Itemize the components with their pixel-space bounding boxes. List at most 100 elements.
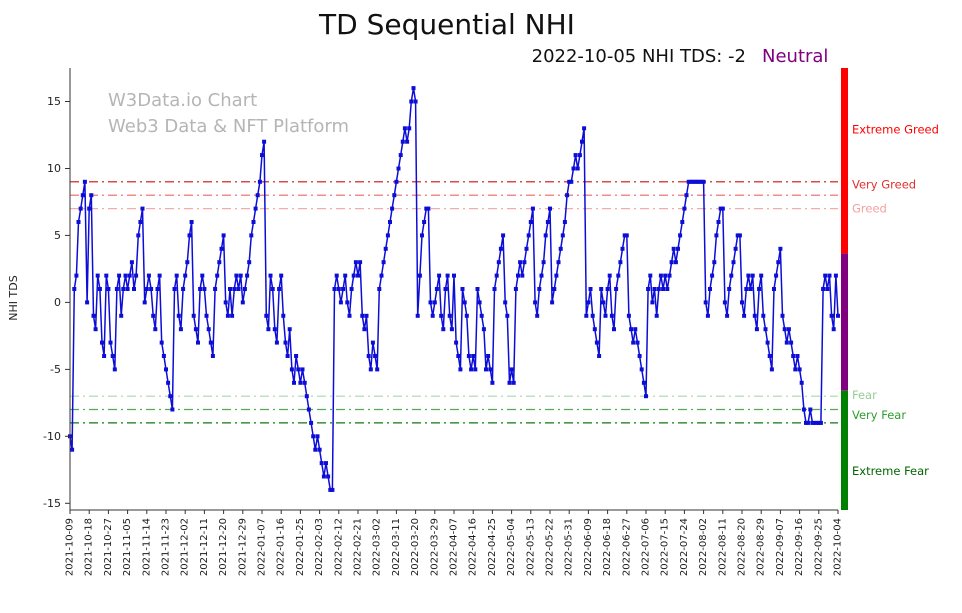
data-marker <box>648 273 653 278</box>
data-marker <box>603 313 608 318</box>
data-marker <box>78 206 83 211</box>
data-marker <box>375 367 380 372</box>
x-tick-label: 2022-05-13 <box>525 518 536 576</box>
data-marker <box>498 246 503 251</box>
data-marker <box>268 273 273 278</box>
data-marker <box>172 287 177 291</box>
data-marker <box>93 327 98 332</box>
data-marker <box>76 220 81 224</box>
data-marker <box>769 367 774 372</box>
x-tick-label: 2022-03-29 <box>429 518 440 576</box>
data-marker <box>87 206 92 211</box>
subtitle-status: Neutral <box>762 46 828 67</box>
data-marker <box>752 313 757 318</box>
data-marker <box>799 380 804 385</box>
data-marker <box>573 153 578 158</box>
data-marker <box>616 273 621 278</box>
data-marker <box>417 273 422 278</box>
data-marker <box>637 354 642 358</box>
x-tick-label: 2022-08-02 <box>698 518 709 576</box>
data-marker <box>791 354 796 358</box>
data-marker <box>415 313 420 318</box>
data-marker <box>196 340 200 345</box>
data-marker <box>240 300 245 305</box>
zone-label: Fear <box>852 388 877 402</box>
data-marker <box>213 287 218 291</box>
x-tick-label: 2021-11-05 <box>122 518 133 576</box>
x-tick-label: 2021-12-20 <box>218 518 229 576</box>
data-marker <box>725 313 730 318</box>
data-marker <box>744 287 749 291</box>
y-tick-label: 0 <box>54 296 61 309</box>
data-marker <box>439 313 444 318</box>
data-marker <box>607 273 612 278</box>
data-marker <box>518 260 523 265</box>
plot-area: Extreme Greed Very Greed Greed Fear Very Fea… <box>43 68 939 576</box>
x-tick-label: 2022-07-06 <box>641 518 652 576</box>
data-marker <box>151 313 156 318</box>
data-marker <box>426 206 431 211</box>
data-marker <box>100 340 104 345</box>
data-marker <box>695 179 700 184</box>
data-marker <box>688 179 693 184</box>
data-marker <box>153 327 158 332</box>
data-marker <box>373 354 378 358</box>
x-tick-label: 2022-04-16 <box>468 518 479 576</box>
data-line <box>69 87 839 491</box>
data-marker <box>492 287 497 291</box>
data-marker <box>110 354 115 358</box>
x-tick-label: 2021-11-14 <box>141 518 152 576</box>
data-marker <box>831 327 836 332</box>
x-tick-label: 2022-09-07 <box>775 518 786 576</box>
data-marker <box>742 313 747 318</box>
data-marker <box>191 313 196 318</box>
data-marker <box>185 260 190 265</box>
data-marker <box>242 287 247 291</box>
data-marker <box>140 206 145 211</box>
data-marker <box>134 273 139 278</box>
data-marker <box>703 300 708 305</box>
data-marker <box>138 220 143 224</box>
data-marker <box>202 287 207 291</box>
data-marker <box>251 220 256 224</box>
data-marker <box>479 313 484 318</box>
data-marker <box>456 354 461 358</box>
data-marker <box>522 260 527 265</box>
data-marker <box>383 246 388 251</box>
data-marker <box>277 287 282 291</box>
data-marker <box>590 313 595 318</box>
data-marker <box>784 340 789 345</box>
data-marker <box>588 287 593 291</box>
data-marker <box>285 354 290 358</box>
data-marker <box>505 313 510 318</box>
data-marker <box>650 300 655 305</box>
data-marker <box>349 287 354 291</box>
data-marker <box>270 287 275 291</box>
data-marker <box>665 287 670 291</box>
data-marker <box>315 434 320 439</box>
data-marker <box>727 287 732 291</box>
y-tick-label: -10 <box>43 430 61 443</box>
data-marker <box>198 287 203 291</box>
data-marker <box>217 260 222 265</box>
data-marker <box>272 327 277 332</box>
data-marker <box>746 273 751 278</box>
data-marker <box>164 367 168 372</box>
data-marker <box>535 313 540 318</box>
x-tick-label: 2022-08-11 <box>717 518 728 576</box>
data-marker <box>772 287 776 291</box>
data-marker <box>358 260 363 265</box>
data-marker <box>548 206 552 211</box>
data-marker <box>748 287 753 291</box>
data-marker <box>552 287 557 291</box>
x-tick-label: 2022-05-22 <box>545 518 556 576</box>
data-marker <box>614 287 619 291</box>
data-marker <box>661 287 666 291</box>
data-marker <box>708 287 712 291</box>
data-marker <box>528 220 533 224</box>
data-marker <box>364 313 369 318</box>
data-marker <box>754 327 759 332</box>
data-marker <box>812 420 817 425</box>
data-marker <box>682 206 687 211</box>
